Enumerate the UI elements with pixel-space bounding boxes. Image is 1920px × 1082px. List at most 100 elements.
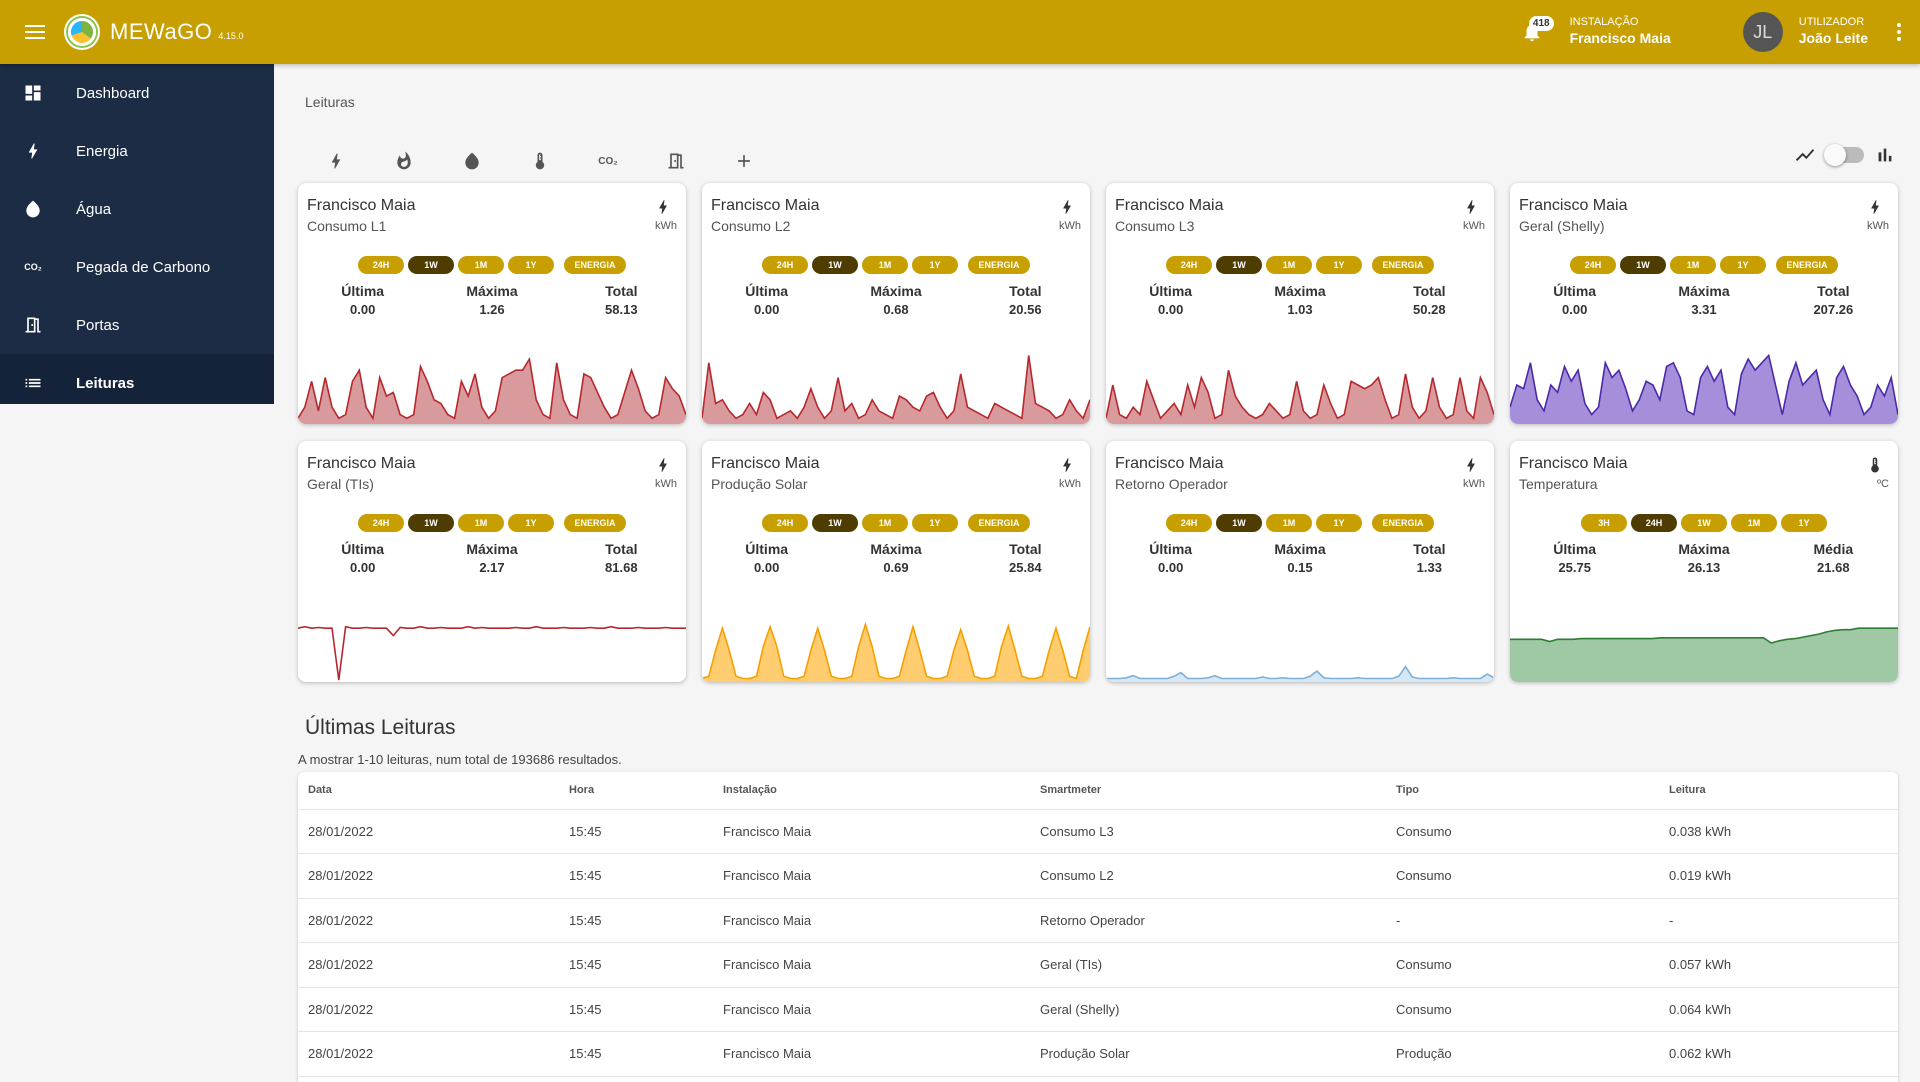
sidebar-item-dashboard[interactable]: Dashboard <box>0 64 274 122</box>
period-chip-1m[interactable]: 1M <box>1266 514 1312 532</box>
period-chip-1y[interactable]: 1Y <box>508 256 554 274</box>
meter-card[interactable]: Francisco Maia Produção Solar kWh 24H 1W 1… <box>702 441 1090 682</box>
meter-card[interactable]: Francisco Maia Consumo L1 kWh 24H 1W 1M 1Y E… <box>298 183 686 424</box>
meter-card[interactable]: Francisco Maia Temperatura ºC 3H 24H 1W 1M 1… <box>1510 441 1898 682</box>
table-row[interactable]: 28/01/2022 15:45 Francisco Maia Retorno Ope… <box>298 898 1898 943</box>
table-row[interactable]: 28/01/2022 15:45 Francisco Maia Produção So… <box>298 1031 1898 1077</box>
period-chip-1w[interactable]: 1W <box>1620 256 1666 274</box>
column-header[interactable]: Hora <box>559 772 713 810</box>
period-chip-1w[interactable]: 1W <box>408 256 454 274</box>
chart-type-toggle[interactable] <box>1824 144 1864 166</box>
stat-value: 0.15 <box>1287 560 1313 575</box>
column-header[interactable]: Instalação <box>713 772 1030 810</box>
filter-energy-button[interactable] <box>302 144 370 178</box>
table-row[interactable]: 28/01/2022 15:45 Francisco Maia Consumo L2 C… <box>298 853 1898 899</box>
period-chip-1y[interactable]: 1Y <box>1720 256 1766 274</box>
stat-block: Média 21.68 <box>1769 541 1898 575</box>
app-logo[interactable] <box>64 14 100 50</box>
period-chip-24h[interactable]: 24H <box>1166 256 1212 274</box>
period-chip-1y[interactable]: 1Y <box>912 514 958 532</box>
meter-card[interactable]: Francisco Maia Geral (Shelly) kWh 24H 1W 1… <box>1510 183 1898 424</box>
sparkline-chart <box>702 355 1090 424</box>
period-chip-energia[interactable]: ENERGIA <box>1776 256 1838 274</box>
sidebar-item-leituras[interactable]: Leituras <box>0 354 274 404</box>
period-chip-energia[interactable]: ENERGIA <box>1372 256 1434 274</box>
installation-label: INSTALAÇÃO <box>1569 16 1639 29</box>
period-chip-1w[interactable]: 1W <box>812 514 858 532</box>
stat-label: Máxima <box>1678 283 1730 299</box>
period-chip-1w[interactable]: 1W <box>1216 256 1262 274</box>
water-drop-icon <box>22 198 44 220</box>
period-chip-1y[interactable]: 1Y <box>1316 256 1362 274</box>
line-chart-icon[interactable] <box>1794 144 1816 166</box>
filter-temperature-button[interactable] <box>506 144 574 178</box>
stat-label: Máxima <box>466 283 518 299</box>
period-chip-1w[interactable]: 1W <box>408 514 454 532</box>
period-chip-3h[interactable]: 3H <box>1581 514 1627 532</box>
period-chip-24h[interactable]: 24H <box>358 256 404 274</box>
meter-card[interactable]: Francisco Maia Consumo L2 kWh 24H 1W 1M 1Y E… <box>702 183 1090 424</box>
stat-block: Máxima 0.69 <box>831 541 960 575</box>
bar-chart-icon[interactable] <box>1874 144 1896 166</box>
column-header[interactable]: Leitura <box>1659 772 1898 810</box>
period-chip-1y[interactable]: 1Y <box>1316 514 1362 532</box>
period-chip-1m[interactable]: 1M <box>458 256 504 274</box>
period-chip-24h[interactable]: 24H <box>762 256 808 274</box>
period-chip-24h[interactable]: 24H <box>358 514 404 532</box>
water-drop-icon <box>465 152 479 170</box>
column-header[interactable]: Tipo <box>1386 772 1659 810</box>
user-info[interactable]: UTILIZADOR João Leite <box>1799 16 1868 47</box>
sidebar-item-portas[interactable]: Portas <box>0 296 274 354</box>
card-title: Francisco Maia <box>711 197 820 214</box>
period-chip-1m[interactable]: 1M <box>1731 514 1777 532</box>
table-row[interactable]: 28/01/2022 15:45 Francisco Maia Geral (TIs)… <box>298 942 1898 988</box>
period-chip-1m[interactable]: 1M <box>862 256 908 274</box>
period-chip-energia[interactable]: ENERGIA <box>1372 514 1434 532</box>
sidebar-item-agua[interactable]: Água <box>0 180 274 238</box>
period-chip-1y[interactable]: 1Y <box>508 514 554 532</box>
stat-value: 1.03 <box>1287 302 1313 317</box>
period-chip-1y[interactable]: 1Y <box>912 256 958 274</box>
period-chip-1m[interactable]: 1M <box>458 514 504 532</box>
period-chip-energia[interactable]: ENERGIA <box>564 256 626 274</box>
user-avatar[interactable]: JL <box>1742 12 1783 52</box>
notifications-button[interactable]: 418 <box>1512 12 1554 52</box>
filter-water-button[interactable] <box>438 144 506 178</box>
stat-label: Máxima <box>466 541 518 557</box>
meter-card[interactable]: Francisco Maia Retorno Operador kWh 24H 1… <box>1106 441 1494 682</box>
sidebar-item-energia[interactable]: Energia <box>0 122 274 180</box>
period-chip-1y[interactable]: 1Y <box>1781 514 1827 532</box>
installation-selector[interactable]: INSTALAÇÃO Francisco Maia <box>1570 16 1671 47</box>
meter-card[interactable]: Francisco Maia Consumo L3 kWh 24H 1W 1M 1Y E… <box>1106 183 1494 424</box>
filter-co2-button[interactable]: CO₂ <box>574 144 642 178</box>
sparkline-chart <box>1106 369 1494 424</box>
period-chip-1w[interactable]: 1W <box>812 256 858 274</box>
period-chips: 24H 1W 1M 1Y ENERGIA <box>298 514 686 532</box>
meter-card[interactable]: Francisco Maia Geral (TIs) kWh 24H 1W 1M 1Y… <box>298 441 686 682</box>
filter-gas-button[interactable] <box>370 144 438 178</box>
column-header[interactable]: Smartmeter <box>1030 772 1386 810</box>
column-header[interactable]: Data <box>298 772 559 810</box>
sparkline-chart <box>298 356 686 424</box>
sidebar-item-pegada-carbono[interactable]: CO₂ Pegada de Carbono <box>0 238 274 296</box>
period-chip-24h[interactable]: 24H <box>762 514 808 532</box>
period-chip-energia[interactable]: ENERGIA <box>564 514 626 532</box>
period-chip-1m[interactable]: 1M <box>1670 256 1716 274</box>
period-chip-1m[interactable]: 1M <box>1266 256 1312 274</box>
table-row[interactable]: 28/01/2022 15:45 Francisco Maia Consumo L3 C… <box>298 809 1898 854</box>
period-chip-1m[interactable]: 1M <box>862 514 908 532</box>
period-chip-energia[interactable]: ENERGIA <box>968 514 1030 532</box>
more-vert-icon[interactable] <box>1884 23 1914 41</box>
add-filter-button[interactable] <box>710 144 778 178</box>
stat-label: Total <box>605 283 638 299</box>
filter-doors-button[interactable] <box>642 144 710 178</box>
period-chip-1w[interactable]: 1W <box>1681 514 1727 532</box>
period-chip-24h[interactable]: 24H <box>1570 256 1616 274</box>
menu-button[interactable] <box>0 0 70 64</box>
period-chip-24h[interactable]: 24H <box>1166 514 1212 532</box>
period-chip-24h[interactable]: 24H <box>1631 514 1677 532</box>
bolt-icon <box>654 455 672 475</box>
table-row[interactable]: 28/01/2022 15:45 Francisco Maia Geral (Shel… <box>298 987 1898 1032</box>
period-chip-1w[interactable]: 1W <box>1216 514 1262 532</box>
period-chip-energia[interactable]: ENERGIA <box>968 256 1030 274</box>
